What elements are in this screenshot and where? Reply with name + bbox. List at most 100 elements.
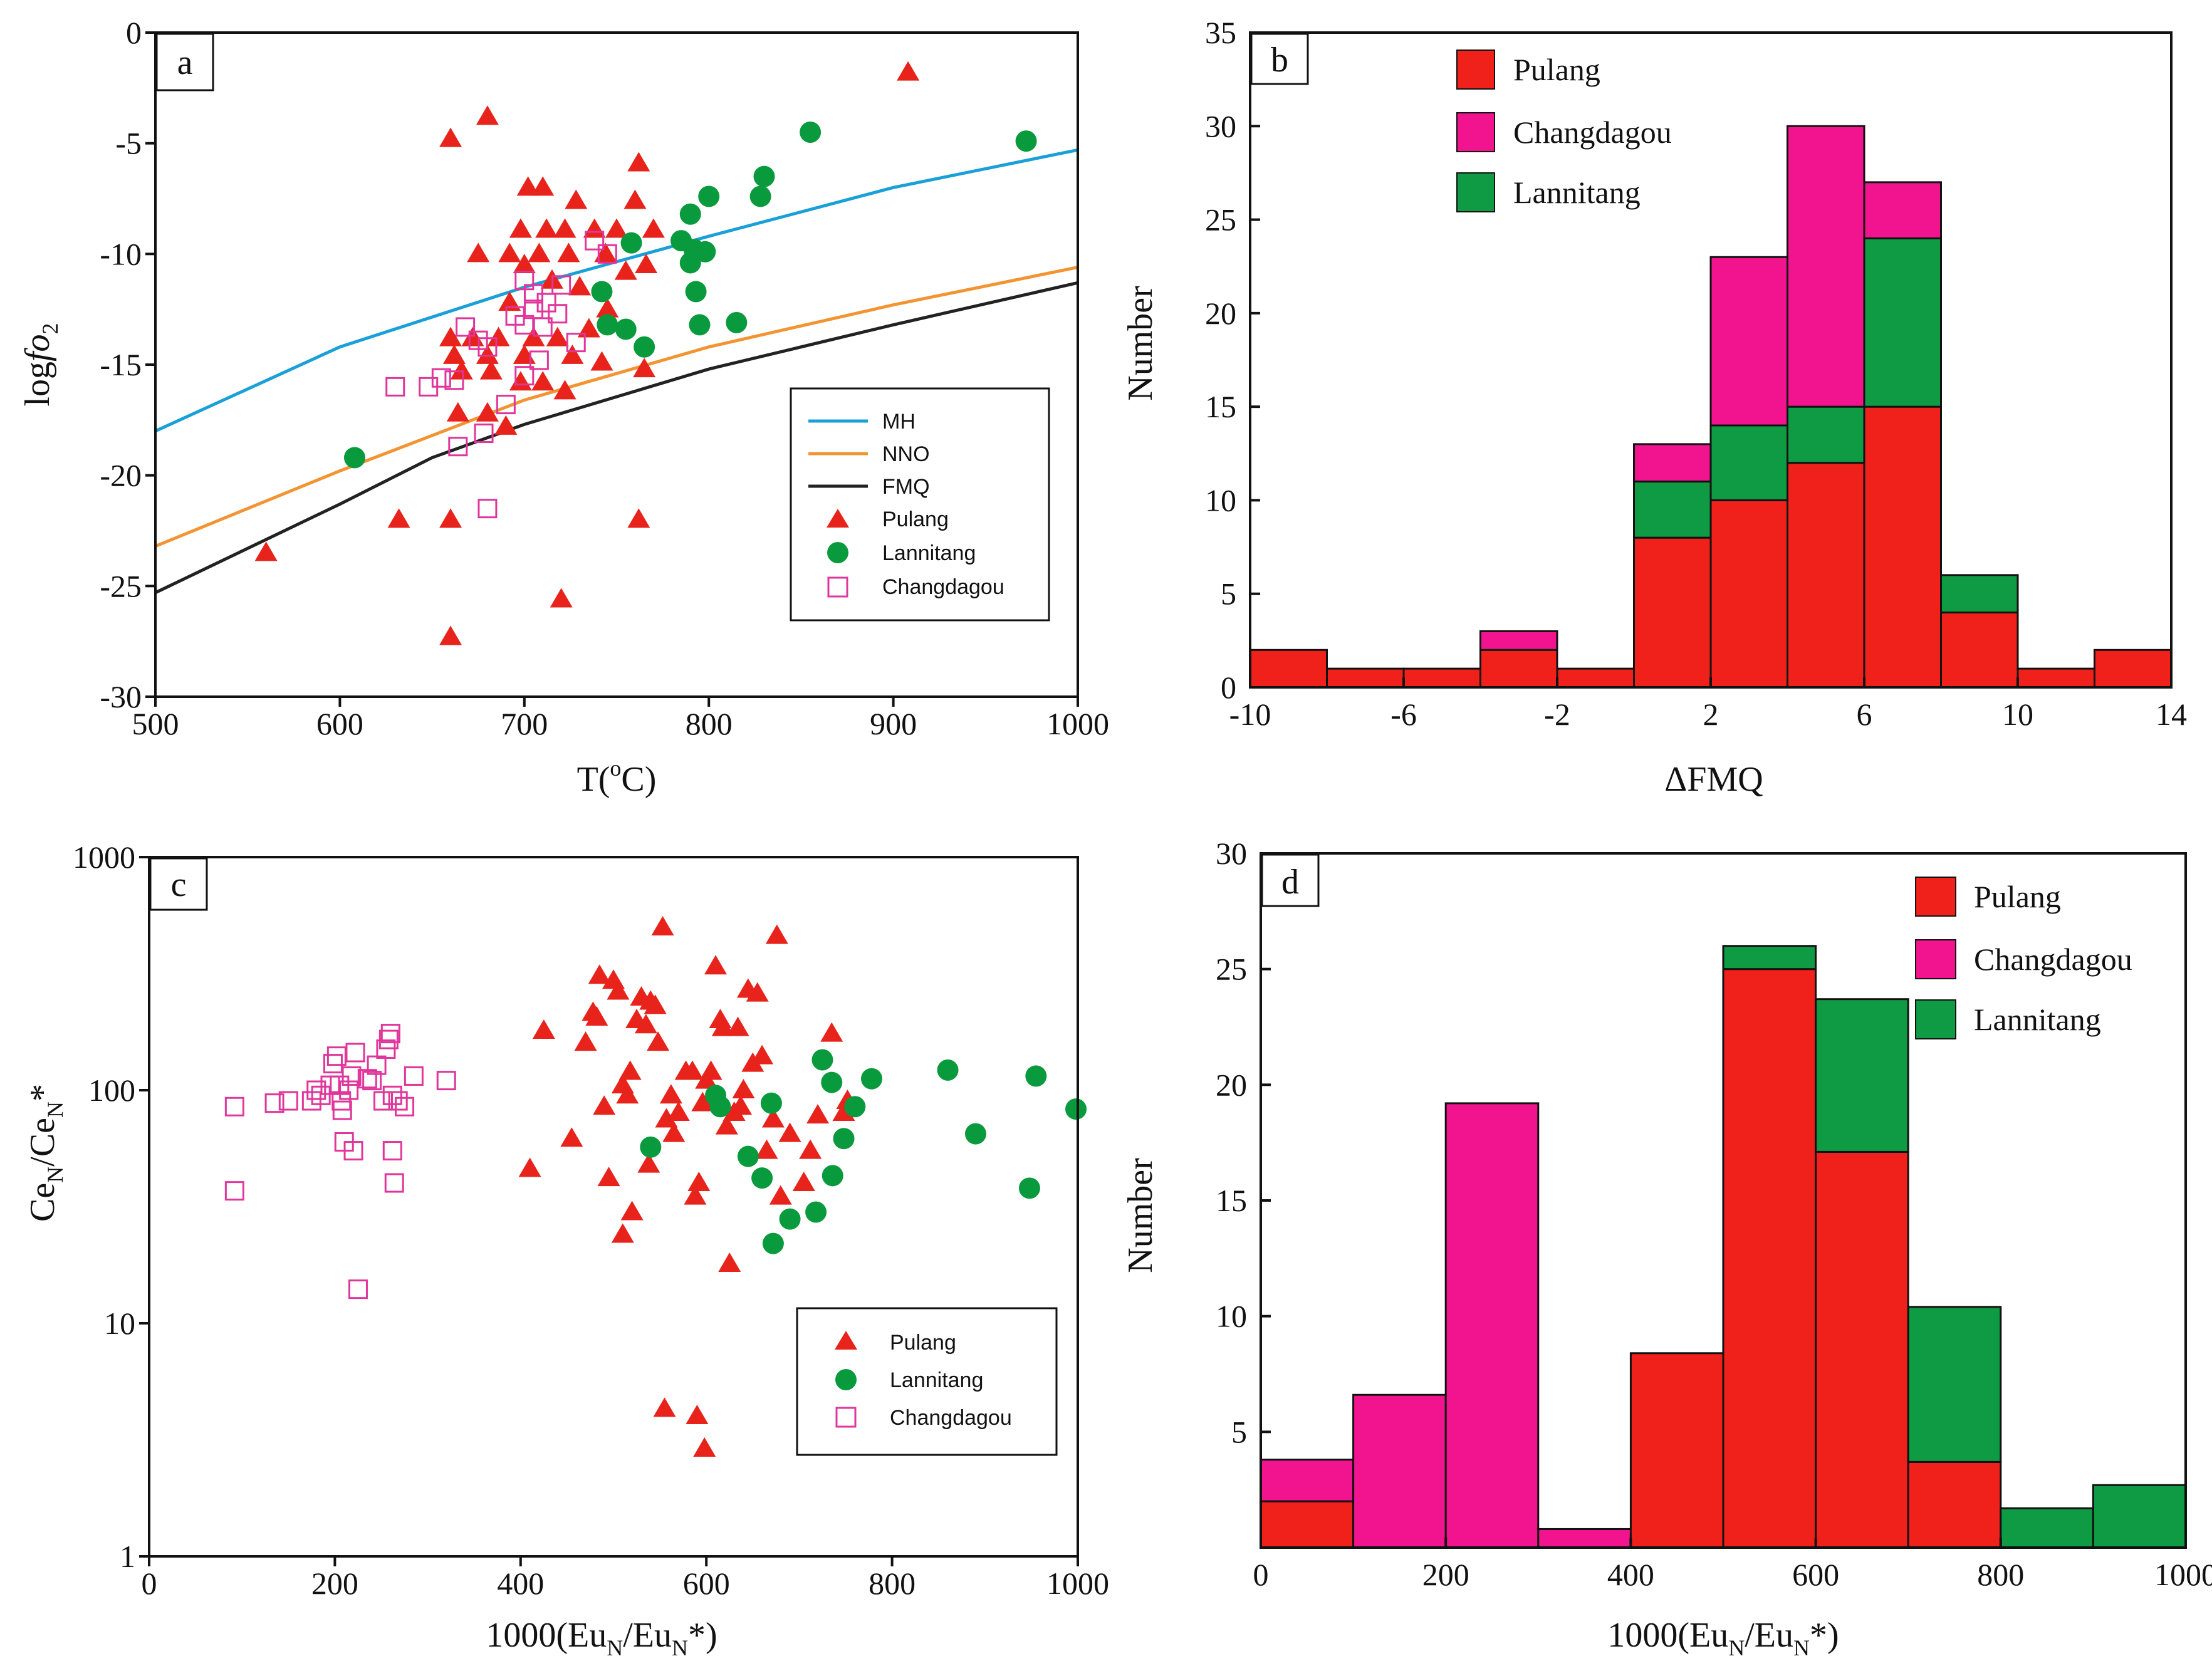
point-pulang: [769, 1185, 792, 1205]
point-changdagou: [380, 1024, 400, 1044]
panel-c-xtick-label: 0: [142, 1566, 157, 1601]
panel-b-ytick-label: 5: [1221, 576, 1236, 612]
bar-changdagou: [1787, 125, 1865, 408]
panel-b-xtick-label: -6: [1390, 697, 1417, 732]
point-pulang: [691, 1091, 714, 1112]
point-lannitang: [751, 1167, 773, 1189]
point-changdagou: [343, 1141, 363, 1161]
panel-d-letter-box: [1261, 853, 1320, 907]
legend-c-pulang-label: Pulang: [890, 1331, 956, 1355]
point-pulang: [535, 218, 558, 238]
point-pulang: [494, 415, 518, 435]
panel-d-letter: d: [1281, 863, 1299, 902]
panel-b-ylabel: Number: [1121, 286, 1160, 401]
panel-d-ytick-label: 10: [1216, 1299, 1247, 1334]
point-pulang: [565, 189, 588, 209]
point-lannitang: [800, 122, 822, 143]
bar-pulang: [1629, 1352, 1724, 1549]
legend-d-pulang-label: Pulang: [1974, 879, 2061, 914]
point-pulang: [585, 1006, 608, 1026]
panel-c-xtick-label: 200: [311, 1566, 358, 1601]
point-changdagou: [278, 1091, 298, 1111]
point-pulang: [568, 276, 592, 296]
point-pulang: [546, 326, 569, 346]
panel-c-letter: c: [171, 865, 187, 904]
point-lannitang: [833, 1128, 855, 1150]
panel-c-xlabel: 1000(EuN/EuN*): [486, 1616, 717, 1660]
point-pulang: [605, 218, 628, 238]
point-pulang: [550, 588, 573, 608]
point-lannitang: [844, 1096, 866, 1118]
legend-b-lannitang-swatch: [1456, 172, 1495, 212]
point-pulang: [560, 1127, 583, 1147]
panel-b-bars: [1249, 125, 2173, 689]
point-changdagou: [224, 1096, 244, 1117]
point-lannitang: [1018, 1177, 1040, 1199]
point-lannitang: [822, 1165, 843, 1187]
point-pulang: [662, 1122, 686, 1142]
point-pulang: [442, 344, 466, 364]
point-pulang: [516, 176, 540, 196]
point-pulang: [699, 1060, 723, 1080]
point-pulang: [607, 980, 630, 1000]
point-pulang: [765, 924, 788, 944]
point-changdagou: [404, 1066, 424, 1086]
panel-a-xtick-label: 1000: [1046, 706, 1109, 741]
point-pulang: [832, 1101, 855, 1122]
point-pulang: [498, 242, 521, 263]
point-changdagou: [477, 337, 498, 357]
point-lannitang: [1025, 1065, 1047, 1087]
bar-pulang: [1326, 667, 1405, 689]
point-changdagou: [585, 231, 605, 251]
bar-pulang: [1402, 667, 1481, 689]
point-lannitang: [737, 1145, 759, 1167]
point-pulang: [635, 254, 658, 273]
legend-d-pulang-swatch: [1915, 877, 1956, 917]
panel-c-ytick-label: 10: [104, 1306, 135, 1341]
point-pulang: [439, 326, 462, 346]
point-lannitang: [620, 232, 642, 254]
point-pulang: [593, 1095, 616, 1115]
point-changdagou: [378, 1029, 399, 1049]
panel-a-ylabel: logfo2: [18, 323, 63, 406]
point-pulang: [498, 291, 521, 311]
point-lannitang: [964, 1123, 986, 1145]
point-changdagou: [533, 317, 553, 337]
point-changdagou: [348, 1279, 368, 1299]
legend-b-pulang-label: Pulang: [1513, 52, 1600, 87]
point-pulang: [518, 1157, 541, 1177]
point-pulang: [726, 1016, 749, 1036]
legend-c-lannitang-marker: [835, 1369, 857, 1390]
point-changdagou: [529, 350, 549, 370]
panel-a-xtick-label: 700: [501, 706, 548, 741]
point-pulang: [487, 326, 510, 346]
panel-b-ytick-label: 20: [1205, 296, 1236, 331]
bar-changdagou: [1863, 181, 1942, 239]
point-lannitang: [821, 1071, 843, 1093]
bar-changdagou: [1633, 443, 1712, 483]
bar-lannitang: [2000, 1507, 2094, 1549]
panel-c-xtick-label: 1000: [1046, 1566, 1109, 1601]
bar-pulang: [1787, 462, 1865, 689]
panel-d-ylabel: Number: [1121, 1158, 1160, 1273]
panel-a-ytick-label: 0: [126, 15, 142, 50]
panel-c: 0 200 400 600 800 1000 1 10 100 1000 c 1000(EuN/E…: [23, 840, 1109, 1660]
panel-d-legend: Pulang Changdagou Lannitang: [1915, 877, 2132, 1039]
point-pulang: [439, 127, 462, 147]
bar-pulang: [1907, 1460, 2002, 1549]
panel-a-ytick-label: -20: [100, 458, 142, 493]
point-pulang: [761, 1108, 785, 1128]
point-pulang: [897, 61, 920, 81]
point-changdagou: [548, 304, 568, 324]
legend-c-changdagou-label: Changdagou: [890, 1406, 1012, 1430]
legend-b-pulang-swatch: [1456, 49, 1495, 90]
point-pulang: [693, 1437, 716, 1457]
point-pulang: [684, 1185, 707, 1205]
panel-b-letter-box: [1250, 33, 1309, 85]
panel-b-xtick-label: 6: [1857, 697, 1872, 732]
legend-c-changdagou-marker: [835, 1407, 857, 1428]
point-pulang: [715, 1115, 738, 1135]
point-lannitang: [1015, 130, 1037, 152]
bar-changdagou: [1444, 1102, 1540, 1549]
panel-c-ytick-label: 100: [88, 1073, 135, 1108]
